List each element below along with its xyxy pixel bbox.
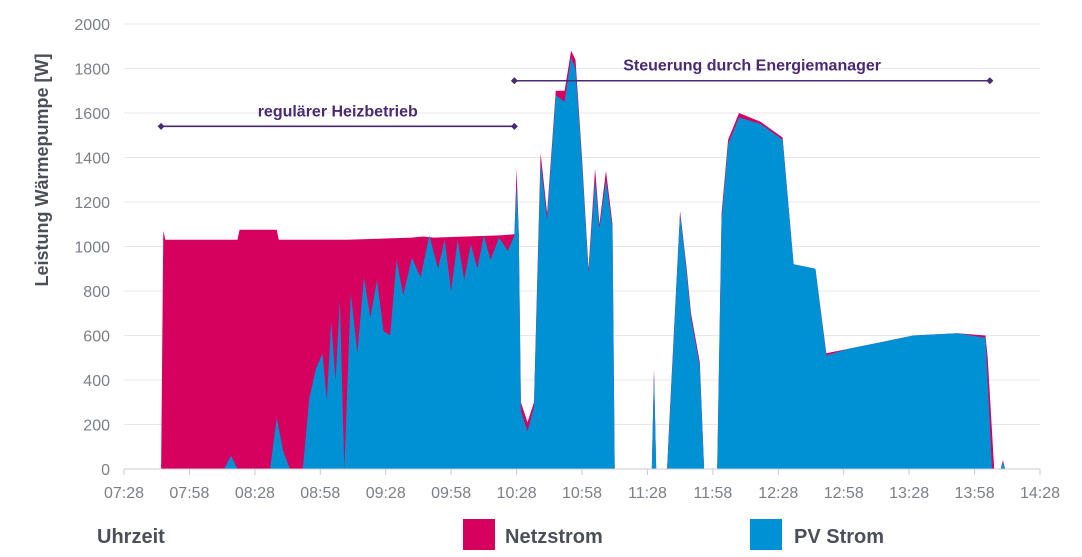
legend-label-netzstrom: Netzstrom xyxy=(505,526,603,548)
y-axis-title: Leistung Wärmepumpe [W] xyxy=(32,54,52,287)
y-tick-label: 1000 xyxy=(74,240,110,257)
x-tick-label: 07:28 xyxy=(104,485,144,502)
y-tick-label: 1400 xyxy=(74,151,110,168)
legend: Uhrzeit Netzstrom PV Strom xyxy=(97,519,884,550)
x-tick-label: 10:28 xyxy=(497,485,537,502)
x-tick-label: 10:58 xyxy=(562,485,602,502)
x-tick-label: 09:28 xyxy=(366,485,406,502)
x-tick-label: 11:28 xyxy=(628,485,667,502)
legend-swatch-netzstrom xyxy=(463,519,495,550)
x-axis-ticks: 07:28 07:58 08:28 08:58 09:28 09:58 10:28 10:58… xyxy=(104,469,1060,502)
area-series xyxy=(124,50,1040,470)
x-axis-title: Uhrzeit xyxy=(97,526,165,548)
x-tick-label: 13:28 xyxy=(889,485,929,502)
y-tick-label: 400 xyxy=(83,373,110,390)
annotation-label: regulärer Heizbetrieb xyxy=(258,103,418,120)
annotation-endpoint-diamond xyxy=(510,122,518,130)
y-tick-label: 0 xyxy=(101,462,110,479)
y-tick-label: 2000 xyxy=(74,17,110,34)
y-axis-ticks: 0 200 400 600 800 1000 1200 1400 1600 1800 2000 xyxy=(74,17,110,479)
y-tick-label: 1200 xyxy=(74,195,110,212)
x-tick-label: 12:58 xyxy=(824,485,864,502)
y-tick-label: 800 xyxy=(83,284,110,301)
x-tick-label: 12:28 xyxy=(758,485,798,502)
y-tick-label: 600 xyxy=(83,329,110,346)
x-tick-label: 08:28 xyxy=(235,485,275,502)
x-tick-label: 11:58 xyxy=(693,485,732,502)
x-tick-label: 08:58 xyxy=(300,485,340,502)
area-pv-strom xyxy=(124,57,1040,470)
annotation-endpoint-diamond xyxy=(986,77,994,85)
x-tick-label: 13:58 xyxy=(955,485,995,502)
x-tick-label: 14:28 xyxy=(1020,485,1060,502)
y-tick-label: 200 xyxy=(83,418,110,435)
y-tick-label: 1600 xyxy=(74,106,110,123)
annotation-endpoint-diamond xyxy=(157,122,165,130)
annotation-label: Steuerung durch Energiemanager xyxy=(623,58,881,75)
annotation-endpoint-diamond xyxy=(510,77,518,85)
legend-label-pv-strom: PV Strom xyxy=(794,526,884,548)
y-tick-label: 1800 xyxy=(74,62,110,79)
x-tick-label: 09:58 xyxy=(431,485,471,502)
annotations: regulärer Heizbetrieb Steuerung durch Ene… xyxy=(157,58,994,130)
legend-swatch-pv-strom xyxy=(750,519,782,550)
x-tick-label: 07:58 xyxy=(169,485,209,502)
